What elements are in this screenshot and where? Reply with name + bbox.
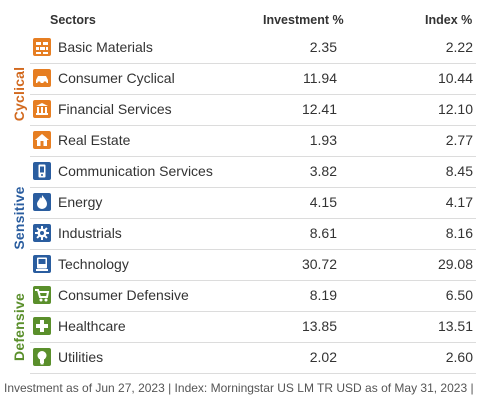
- sector-row: Communication Services 3.82 8.45: [30, 156, 476, 188]
- header-sectors: Sectors: [50, 13, 96, 27]
- bricks-icon: [33, 38, 51, 56]
- sector-row: Energy 4.15 4.17: [30, 187, 476, 219]
- bulb-icon: [33, 348, 51, 366]
- index-value: 29.08: [437, 256, 473, 272]
- group-label-sensitive: Sensitive: [11, 186, 27, 250]
- investment-value: 30.72: [301, 256, 337, 272]
- house-icon: [33, 131, 51, 149]
- phone-icon: [33, 162, 51, 180]
- investment-value: 2.35: [309, 39, 337, 55]
- sector-row: Consumer Defensive 8.19 6.50: [30, 280, 476, 312]
- sector-row: Consumer Cyclical 11.94 10.44: [30, 63, 476, 95]
- investment-value: 12.41: [301, 101, 337, 117]
- index-value: 6.50: [445, 287, 473, 303]
- sector-row: Industrials 8.61 8.16: [30, 218, 476, 250]
- sector-row: Basic Materials 2.35 2.22: [30, 32, 476, 64]
- sector-row: Utilities 2.02 2.60: [30, 342, 476, 374]
- gear-icon: [33, 224, 51, 242]
- bank-icon: [33, 100, 51, 118]
- index-value: 8.16: [445, 225, 473, 241]
- investment-value: 4.15: [309, 194, 337, 210]
- sector-name: Financial Services: [58, 101, 172, 117]
- investment-value: 3.82: [309, 163, 337, 179]
- index-value: 2.77: [445, 132, 473, 148]
- header-index: Index %: [425, 13, 473, 27]
- investment-value: 13.85: [301, 318, 337, 334]
- index-value: 8.45: [445, 163, 473, 179]
- group-defensive: Defensive: [8, 280, 30, 373]
- sector-row: Technology 30.72 29.08: [30, 249, 476, 281]
- footer-note: Investment as of Jun 27, 2023 | Index: M…: [4, 381, 474, 395]
- index-value: 2.60: [445, 349, 473, 365]
- sector-name: Communication Services: [58, 163, 213, 179]
- sector-name: Industrials: [58, 225, 122, 241]
- group-cyclical: Cyclical: [8, 32, 30, 156]
- investment-value: 1.93: [309, 132, 337, 148]
- index-value: 12.10: [437, 101, 473, 117]
- index-value: 10.44: [437, 70, 473, 86]
- investment-value: 2.02: [309, 349, 337, 365]
- index-value: 13.51: [437, 318, 473, 334]
- sector-row: Financial Services 12.41 12.10: [30, 94, 476, 126]
- cross-icon: [33, 317, 51, 335]
- sector-name: Healthcare: [58, 318, 126, 334]
- sector-row: Healthcare 13.85 13.51: [30, 311, 476, 343]
- group-label-defensive: Defensive: [11, 292, 27, 361]
- flame-icon: [33, 193, 51, 211]
- index-value: 4.17: [445, 194, 473, 210]
- group-label-cyclical: Cyclical: [11, 66, 27, 122]
- investment-value: 8.61: [309, 225, 337, 241]
- sector-name: Utilities: [58, 349, 104, 365]
- car-icon: [33, 69, 51, 87]
- sector-row: Real Estate 1.93 2.77: [30, 125, 476, 157]
- group-sensitive: Sensitive: [8, 156, 30, 280]
- investment-value: 8.19: [309, 287, 337, 303]
- investment-value: 11.94: [303, 70, 337, 86]
- index-value: 2.22: [445, 39, 473, 55]
- sector-name: Consumer Cyclical: [58, 70, 175, 86]
- sector-name: Basic Materials: [58, 39, 153, 55]
- computer-icon: [33, 255, 51, 273]
- sector-name: Consumer Defensive: [58, 287, 189, 303]
- cart-icon: [33, 286, 51, 304]
- sector-name: Energy: [58, 194, 103, 210]
- sector-name: Real Estate: [58, 132, 131, 148]
- sector-name: Technology: [58, 256, 129, 272]
- header-investment: Investment %: [263, 13, 344, 27]
